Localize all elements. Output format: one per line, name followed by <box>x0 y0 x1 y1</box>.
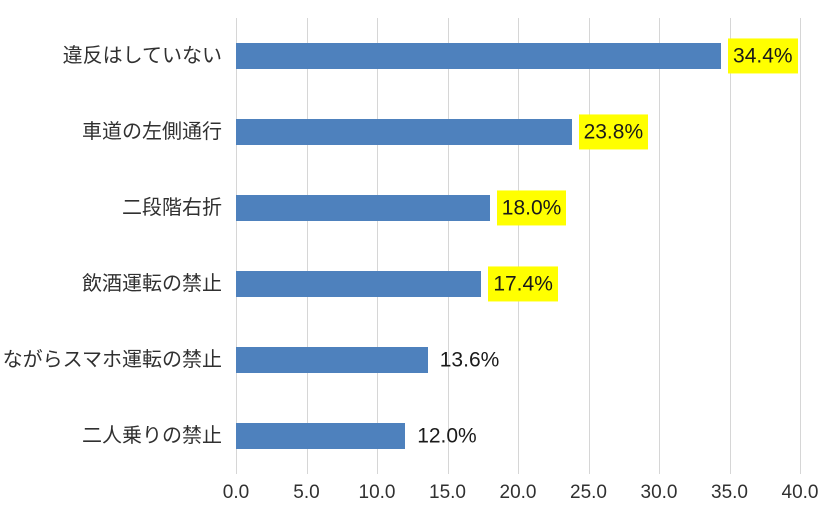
gridline <box>377 18 378 474</box>
category-label: 飲酒運転の禁止 <box>82 273 222 295</box>
x-tick-label: 30.0 <box>640 482 678 503</box>
value-label: 12.0% <box>417 424 477 448</box>
bar <box>236 43 722 69</box>
gridline <box>659 18 660 474</box>
value-label-highlighted: 34.4% <box>728 38 798 74</box>
category-label: 違反はしていない <box>62 45 222 67</box>
value-label: 13.6% <box>439 348 500 372</box>
category-label: ながらスマホ運転の禁止 <box>2 349 222 371</box>
value-label-highlighted: 17.4% <box>488 266 558 302</box>
x-tick-label: 10.0 <box>358 482 396 503</box>
x-tick-label: 15.0 <box>429 482 466 503</box>
bar <box>236 347 428 373</box>
bar <box>236 119 572 145</box>
gridline <box>729 18 731 474</box>
category-label: 二段階右折 <box>122 197 222 219</box>
gridline <box>306 18 308 474</box>
category-label: 二人乗りの禁止 <box>82 425 222 447</box>
gridline <box>447 18 449 474</box>
x-tick-label: 40.0 <box>781 482 819 503</box>
gridline <box>236 18 237 474</box>
x-tick-label: 35.0 <box>711 482 748 503</box>
gridline <box>800 18 801 474</box>
x-tick-label: 0.0 <box>222 482 250 503</box>
x-tick-label: 20.0 <box>499 482 537 503</box>
x-tick-label: 5.0 <box>293 482 320 503</box>
plot-area <box>236 18 801 474</box>
bar <box>236 271 482 297</box>
value-label-highlighted: 18.0% <box>496 190 567 226</box>
gridline <box>588 18 590 474</box>
gridline <box>518 18 519 474</box>
bar <box>236 423 406 449</box>
x-tick-label: 25.0 <box>570 482 607 503</box>
value-label-highlighted: 23.8% <box>578 114 649 150</box>
category-label: 車道の左側通行 <box>82 121 222 143</box>
bar <box>236 195 490 221</box>
